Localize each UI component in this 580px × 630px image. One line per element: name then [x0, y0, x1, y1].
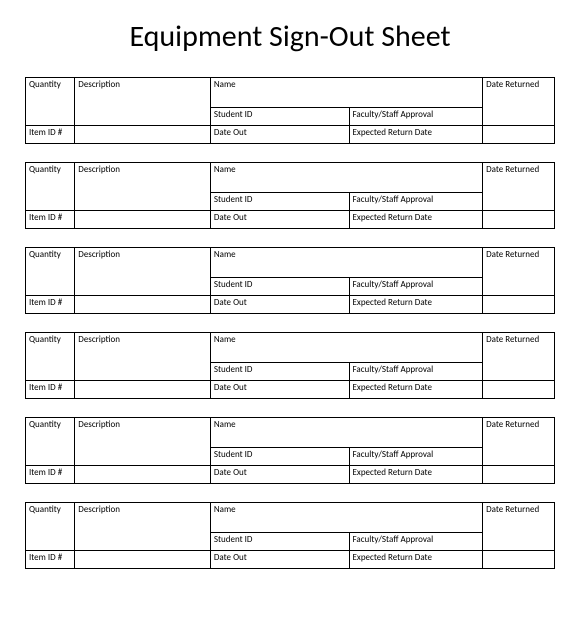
label-student-id: Student ID [210, 108, 349, 126]
label-expected-return: Expected Return Date [349, 551, 483, 569]
cell-description-blank [75, 381, 211, 399]
label-date-out: Date Out [210, 381, 349, 399]
label-name: Name [210, 78, 482, 108]
signout-block: QuantityDescriptionNameDate Returned Stud… [25, 417, 555, 484]
cell-description-blank [75, 211, 211, 229]
label-item-id: Item ID # [26, 551, 75, 569]
label-quantity: Quantity [26, 248, 75, 296]
label-expected-return: Expected Return Date [349, 211, 483, 229]
label-date-returned: Date Returned [483, 418, 555, 466]
label-date-out: Date Out [210, 126, 349, 144]
label-quantity: Quantity [26, 503, 75, 551]
cell-description-blank [75, 466, 211, 484]
label-expected-return: Expected Return Date [349, 126, 483, 144]
signout-blocks: QuantityDescriptionNameDate ReturnedStud… [25, 77, 555, 569]
cell-date-returned-blank [483, 126, 555, 144]
cell-description-blank [75, 296, 211, 314]
signout-block: QuantityDescriptionNameDate Returned Stud… [25, 77, 555, 144]
label-student-id: Student ID [210, 533, 349, 551]
label-description: Description [75, 248, 211, 296]
label-name: Name [210, 163, 482, 193]
label-name: Name [210, 248, 482, 278]
label-quantity: Quantity [26, 418, 75, 466]
label-faculty-approval: Faculty/Staff Approval [349, 533, 483, 551]
label-item-id: Item ID # [26, 466, 75, 484]
label-faculty-approval: Faculty/Staff Approval [349, 363, 483, 381]
signout-block: QuantityDescriptionNameDate Returned Stud… [25, 162, 555, 229]
signout-block: QuantityDescriptionNameDate Returned Stud… [25, 502, 555, 569]
label-student-id: Student ID [210, 278, 349, 296]
label-date-out: Date Out [210, 466, 349, 484]
cell-date-returned-blank [483, 381, 555, 399]
signout-block: QuantityDescriptionNameDate Returned Stud… [25, 332, 555, 399]
cell-description-blank [75, 551, 211, 569]
label-description: Description [75, 78, 211, 126]
label-date-returned: Date Returned [483, 248, 555, 296]
label-date-returned: Date Returned [483, 163, 555, 211]
label-item-id: Item ID # [26, 381, 75, 399]
cell-date-returned-blank [483, 296, 555, 314]
label-item-id: Item ID # [26, 211, 75, 229]
label-student-id: Student ID [210, 448, 349, 466]
label-description: Description [75, 503, 211, 551]
cell-date-returned-blank [483, 466, 555, 484]
label-date-out: Date Out [210, 211, 349, 229]
label-faculty-approval: Faculty/Staff Approval [349, 108, 483, 126]
label-description: Description [75, 163, 211, 211]
label-student-id: Student ID [210, 363, 349, 381]
cell-date-returned-blank [483, 211, 555, 229]
signout-block: QuantityDescriptionNameDate Returned Stud… [25, 247, 555, 314]
label-faculty-approval: Faculty/Staff Approval [349, 278, 483, 296]
label-student-id: Student ID [210, 193, 349, 211]
label-description: Description [75, 418, 211, 466]
label-expected-return: Expected Return Date [349, 296, 483, 314]
label-expected-return: Expected Return Date [349, 466, 483, 484]
label-quantity: Quantity [26, 333, 75, 381]
label-name: Name [210, 418, 482, 448]
label-expected-return: Expected Return Date [349, 381, 483, 399]
label-description: Description [75, 333, 211, 381]
label-date-out: Date Out [210, 296, 349, 314]
page-title: Equipment Sign-Out Sheet [25, 18, 555, 55]
label-item-id: Item ID # [26, 126, 75, 144]
label-quantity: Quantity [26, 163, 75, 211]
cell-date-returned-blank [483, 551, 555, 569]
label-name: Name [210, 333, 482, 363]
label-name: Name [210, 503, 482, 533]
cell-description-blank [75, 126, 211, 144]
label-date-out: Date Out [210, 551, 349, 569]
label-item-id: Item ID # [26, 296, 75, 314]
label-date-returned: Date Returned [483, 78, 555, 126]
label-faculty-approval: Faculty/Staff Approval [349, 193, 483, 211]
label-quantity: Quantity [26, 78, 75, 126]
label-date-returned: Date Returned [483, 333, 555, 381]
label-date-returned: Date Returned [483, 503, 555, 551]
label-faculty-approval: Faculty/Staff Approval [349, 448, 483, 466]
